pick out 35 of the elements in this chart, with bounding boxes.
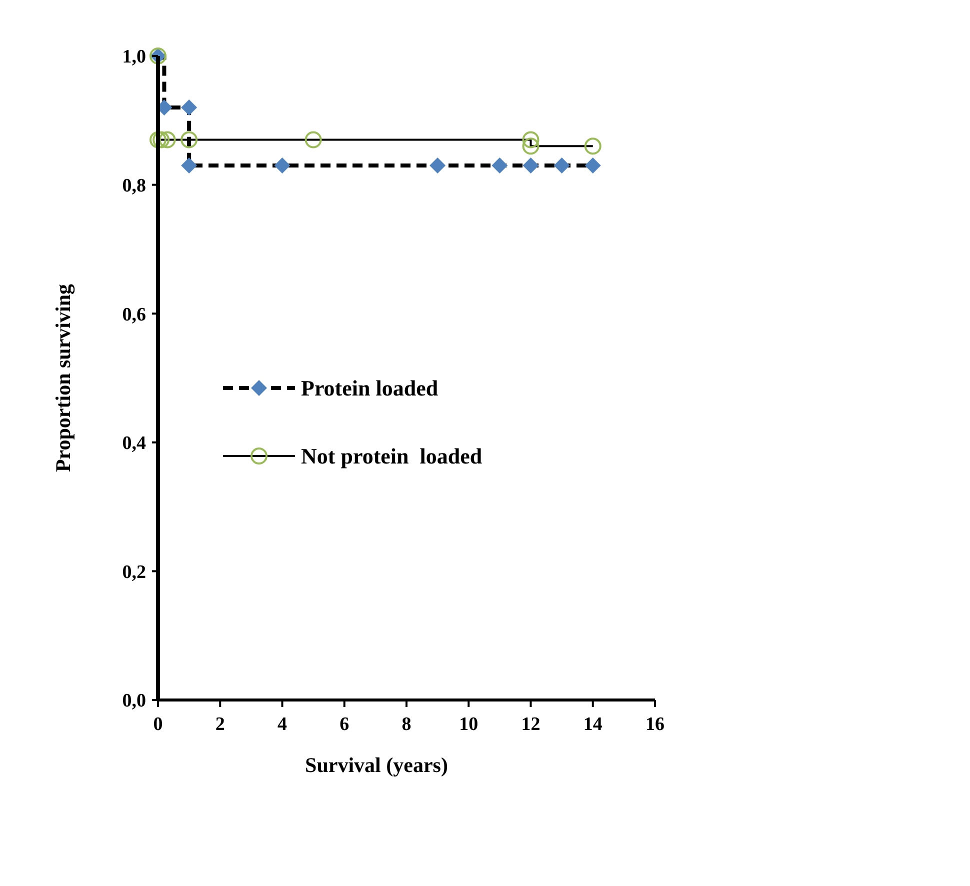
- legend-label: Protein loaded: [301, 376, 438, 401]
- point: [522, 157, 539, 174]
- point: [584, 157, 601, 174]
- point: [181, 157, 198, 174]
- point: [181, 100, 198, 116]
- point: [554, 157, 570, 174]
- x-tick-label: 0: [153, 714, 163, 735]
- x-tick-label: 12: [521, 714, 540, 735]
- point: [522, 131, 540, 148]
- point: [152, 131, 170, 148]
- point: [304, 131, 322, 148]
- x-tick-label: 14: [583, 714, 603, 735]
- point: [430, 157, 446, 174]
- x-tick-label: 10: [459, 714, 478, 735]
- point: [522, 138, 540, 155]
- y-axis-title: Proportion surviving: [51, 283, 75, 472]
- point: [584, 138, 602, 155]
- point: [180, 131, 198, 148]
- x-axis-title: Survival (years): [305, 753, 448, 777]
- legend-label: Not protein loaded: [301, 444, 482, 469]
- x-tick-label: 4: [278, 714, 288, 735]
- x-tick-label: 8: [402, 714, 412, 735]
- y-tick-label: 0,2: [122, 562, 146, 583]
- point: [274, 157, 290, 174]
- y-tick-label: 0,4: [122, 433, 146, 454]
- y-tick-label: 0,8: [122, 175, 146, 196]
- x-tick-label: 2: [215, 714, 225, 735]
- point: [150, 131, 166, 148]
- x-tick-label: 16: [646, 714, 664, 735]
- point: [492, 157, 508, 174]
- y-tick-label: 1,0: [122, 46, 146, 68]
- point: [158, 131, 176, 148]
- x-tick-label: 6: [340, 714, 350, 735]
- y-tick-label: 0,0: [122, 690, 146, 712]
- y-tick-label: 0,6: [122, 304, 146, 326]
